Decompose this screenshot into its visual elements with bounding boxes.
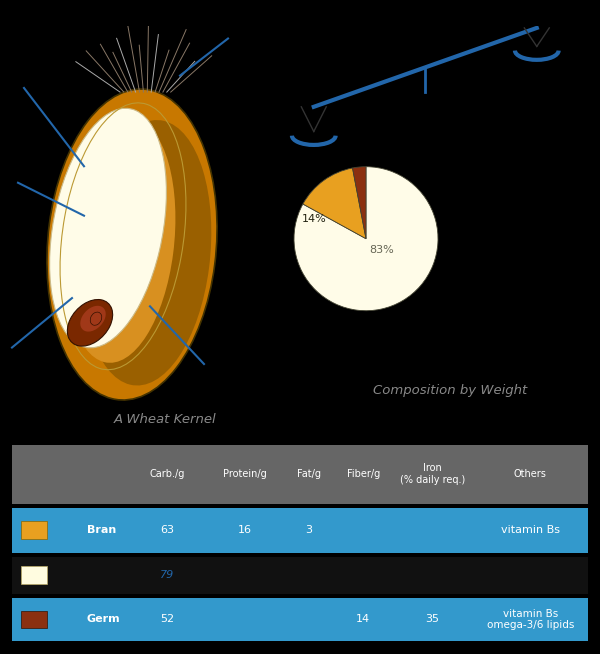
FancyBboxPatch shape [12, 598, 588, 641]
Text: Iron
(% daily req.): Iron (% daily req.) [400, 463, 465, 485]
Ellipse shape [65, 118, 175, 363]
Text: Fat/g: Fat/g [296, 469, 320, 479]
Text: 79: 79 [160, 570, 175, 580]
FancyBboxPatch shape [20, 521, 47, 539]
Text: A Wheat Kernel: A Wheat Kernel [113, 413, 217, 426]
Ellipse shape [67, 300, 113, 346]
FancyBboxPatch shape [12, 445, 588, 504]
Text: Carb./g: Carb./g [150, 469, 185, 479]
Text: 14%: 14% [302, 214, 326, 224]
Text: Others: Others [514, 469, 547, 479]
Text: Protein/g: Protein/g [223, 469, 267, 479]
Text: vitamin Bs
omega-3/6 lipids: vitamin Bs omega-3/6 lipids [487, 608, 574, 630]
Wedge shape [353, 167, 366, 239]
Text: Fiber/g: Fiber/g [347, 469, 380, 479]
Wedge shape [303, 168, 366, 239]
FancyBboxPatch shape [12, 557, 588, 594]
Text: 63: 63 [161, 525, 175, 535]
Text: vitamin Bs: vitamin Bs [501, 525, 560, 535]
Text: 35: 35 [425, 614, 439, 625]
Ellipse shape [83, 120, 211, 385]
Wedge shape [294, 167, 438, 311]
FancyBboxPatch shape [12, 508, 588, 553]
Text: 3: 3 [305, 525, 312, 535]
FancyBboxPatch shape [20, 611, 47, 628]
FancyBboxPatch shape [20, 566, 47, 584]
Ellipse shape [50, 109, 166, 348]
Text: 16: 16 [238, 525, 252, 535]
Text: 14: 14 [356, 614, 370, 625]
Text: 52: 52 [160, 614, 175, 625]
Ellipse shape [47, 89, 217, 400]
Ellipse shape [80, 306, 106, 332]
Text: 83%: 83% [370, 245, 394, 254]
Text: Bran: Bran [87, 525, 116, 535]
Text: Composition by Weight: Composition by Weight [373, 384, 527, 397]
Text: Germ: Germ [87, 614, 121, 625]
